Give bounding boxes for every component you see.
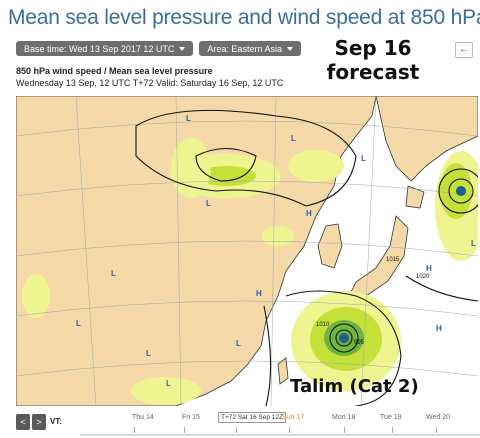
area-dropdown[interactable]: Area: Eastern Asia xyxy=(199,41,301,56)
wind-area-west xyxy=(171,138,211,198)
low-pressure-marker: L xyxy=(206,199,211,208)
page-title: Mean sea level pressure and wind speed a… xyxy=(8,6,480,29)
share-icon: ← xyxy=(459,44,469,55)
timeline-tick xyxy=(344,427,345,433)
vt-label: VT: xyxy=(50,417,62,426)
wind-area-east xyxy=(288,150,344,182)
valid-time-line: Wednesday 13 Sep, 12 UTC T+72 Valid: Sat… xyxy=(16,78,284,88)
pressure-label: 995 xyxy=(354,340,365,346)
low-pressure-marker: L xyxy=(236,339,241,348)
base-time-dropdown[interactable]: Base time: Wed 13 Sep 2017 12 UTC xyxy=(16,41,194,56)
wind-area-southwest xyxy=(22,274,50,318)
product-title: 850 hPa wind speed / Mean sea level pres… xyxy=(16,66,213,76)
wind-area-south xyxy=(131,377,201,405)
area-label: Area: Eastern Asia xyxy=(207,43,282,54)
low-pressure-marker: L xyxy=(361,154,366,163)
toolbar: Base time: Wed 13 Sep 2017 12 UTC Area: … xyxy=(16,41,301,56)
chevron-down-icon xyxy=(179,46,186,51)
high-pressure-marker: H xyxy=(436,324,442,333)
timeline-tick xyxy=(184,427,185,433)
forecast-map[interactable]: 1010 1015 1020 995 H H H H L L L L L L L… xyxy=(16,96,478,406)
low-pressure-marker: L xyxy=(166,379,171,388)
chevron-down-icon xyxy=(286,46,293,51)
typhoon-core xyxy=(339,333,349,343)
pressure-label: 1020 xyxy=(416,274,430,280)
chevron-left-icon: < xyxy=(20,417,26,427)
timeline-tick xyxy=(134,427,135,433)
pressure-label: 1010 xyxy=(316,322,330,328)
high-pressure-marker: H xyxy=(306,209,312,218)
low-pressure-marker: L xyxy=(471,239,476,248)
pressure-label: 1015 xyxy=(386,257,400,263)
timeline-day[interactable]: Sun 17 xyxy=(282,414,305,421)
high-pressure-marker: H xyxy=(256,289,262,298)
timeline-current-step[interactable]: T+72 Sat 16 Sep 12Z xyxy=(218,412,286,423)
share-button[interactable]: ← xyxy=(455,42,473,58)
chevron-right-icon: > xyxy=(36,417,42,427)
forecast-annotation: Sep 16 forecast xyxy=(318,36,428,84)
storm-label: Talim (Cat 2) xyxy=(290,376,419,397)
timeline-tick xyxy=(289,427,290,433)
low-pressure-marker: L xyxy=(146,349,151,358)
annotation-line-2: forecast xyxy=(326,60,420,84)
timeline-day[interactable]: Mon 18 xyxy=(332,414,356,421)
timeline-tick xyxy=(436,427,437,433)
high-pressure-marker: H xyxy=(426,264,432,273)
land-hokkaido xyxy=(405,185,425,209)
timeline-day[interactable]: Wed 20 xyxy=(426,414,450,421)
low-pressure-marker: L xyxy=(186,114,191,123)
wind-area-mid xyxy=(262,226,294,246)
low-pressure-marker: L xyxy=(76,319,81,328)
timeline-tick xyxy=(392,427,393,433)
northeast-low-core xyxy=(456,186,466,196)
low-pressure-marker: L xyxy=(291,134,296,143)
base-time-label: Base time: Wed 13 Sep 2017 12 UTC xyxy=(24,43,175,54)
map-canvas: 1010 1015 1020 995 H H H H L L L L L L L… xyxy=(16,96,478,406)
low-pressure-marker: L xyxy=(111,269,116,278)
timeline-tick xyxy=(236,427,237,433)
land-mainland xyxy=(16,96,377,406)
timeline-day[interactable]: Fri 15 xyxy=(182,414,200,421)
timeline-bar: < > VT: Thu 14 Fri 15 T+72 Sat 16 Sep 12… xyxy=(14,410,480,438)
timeline-day[interactable]: Tue 19 xyxy=(380,414,402,421)
graticule xyxy=(16,96,478,406)
land-far-east xyxy=(375,96,478,182)
isobars xyxy=(135,109,478,406)
land-korea xyxy=(317,223,343,269)
next-step-button[interactable]: > xyxy=(32,414,46,430)
prev-step-button[interactable]: < xyxy=(16,414,30,430)
timeline-day[interactable]: Thu 14 xyxy=(132,414,154,421)
land-taiwan xyxy=(277,357,289,385)
annotation-line-1: Sep 16 xyxy=(334,36,412,60)
timeline-track[interactable] xyxy=(80,434,480,436)
